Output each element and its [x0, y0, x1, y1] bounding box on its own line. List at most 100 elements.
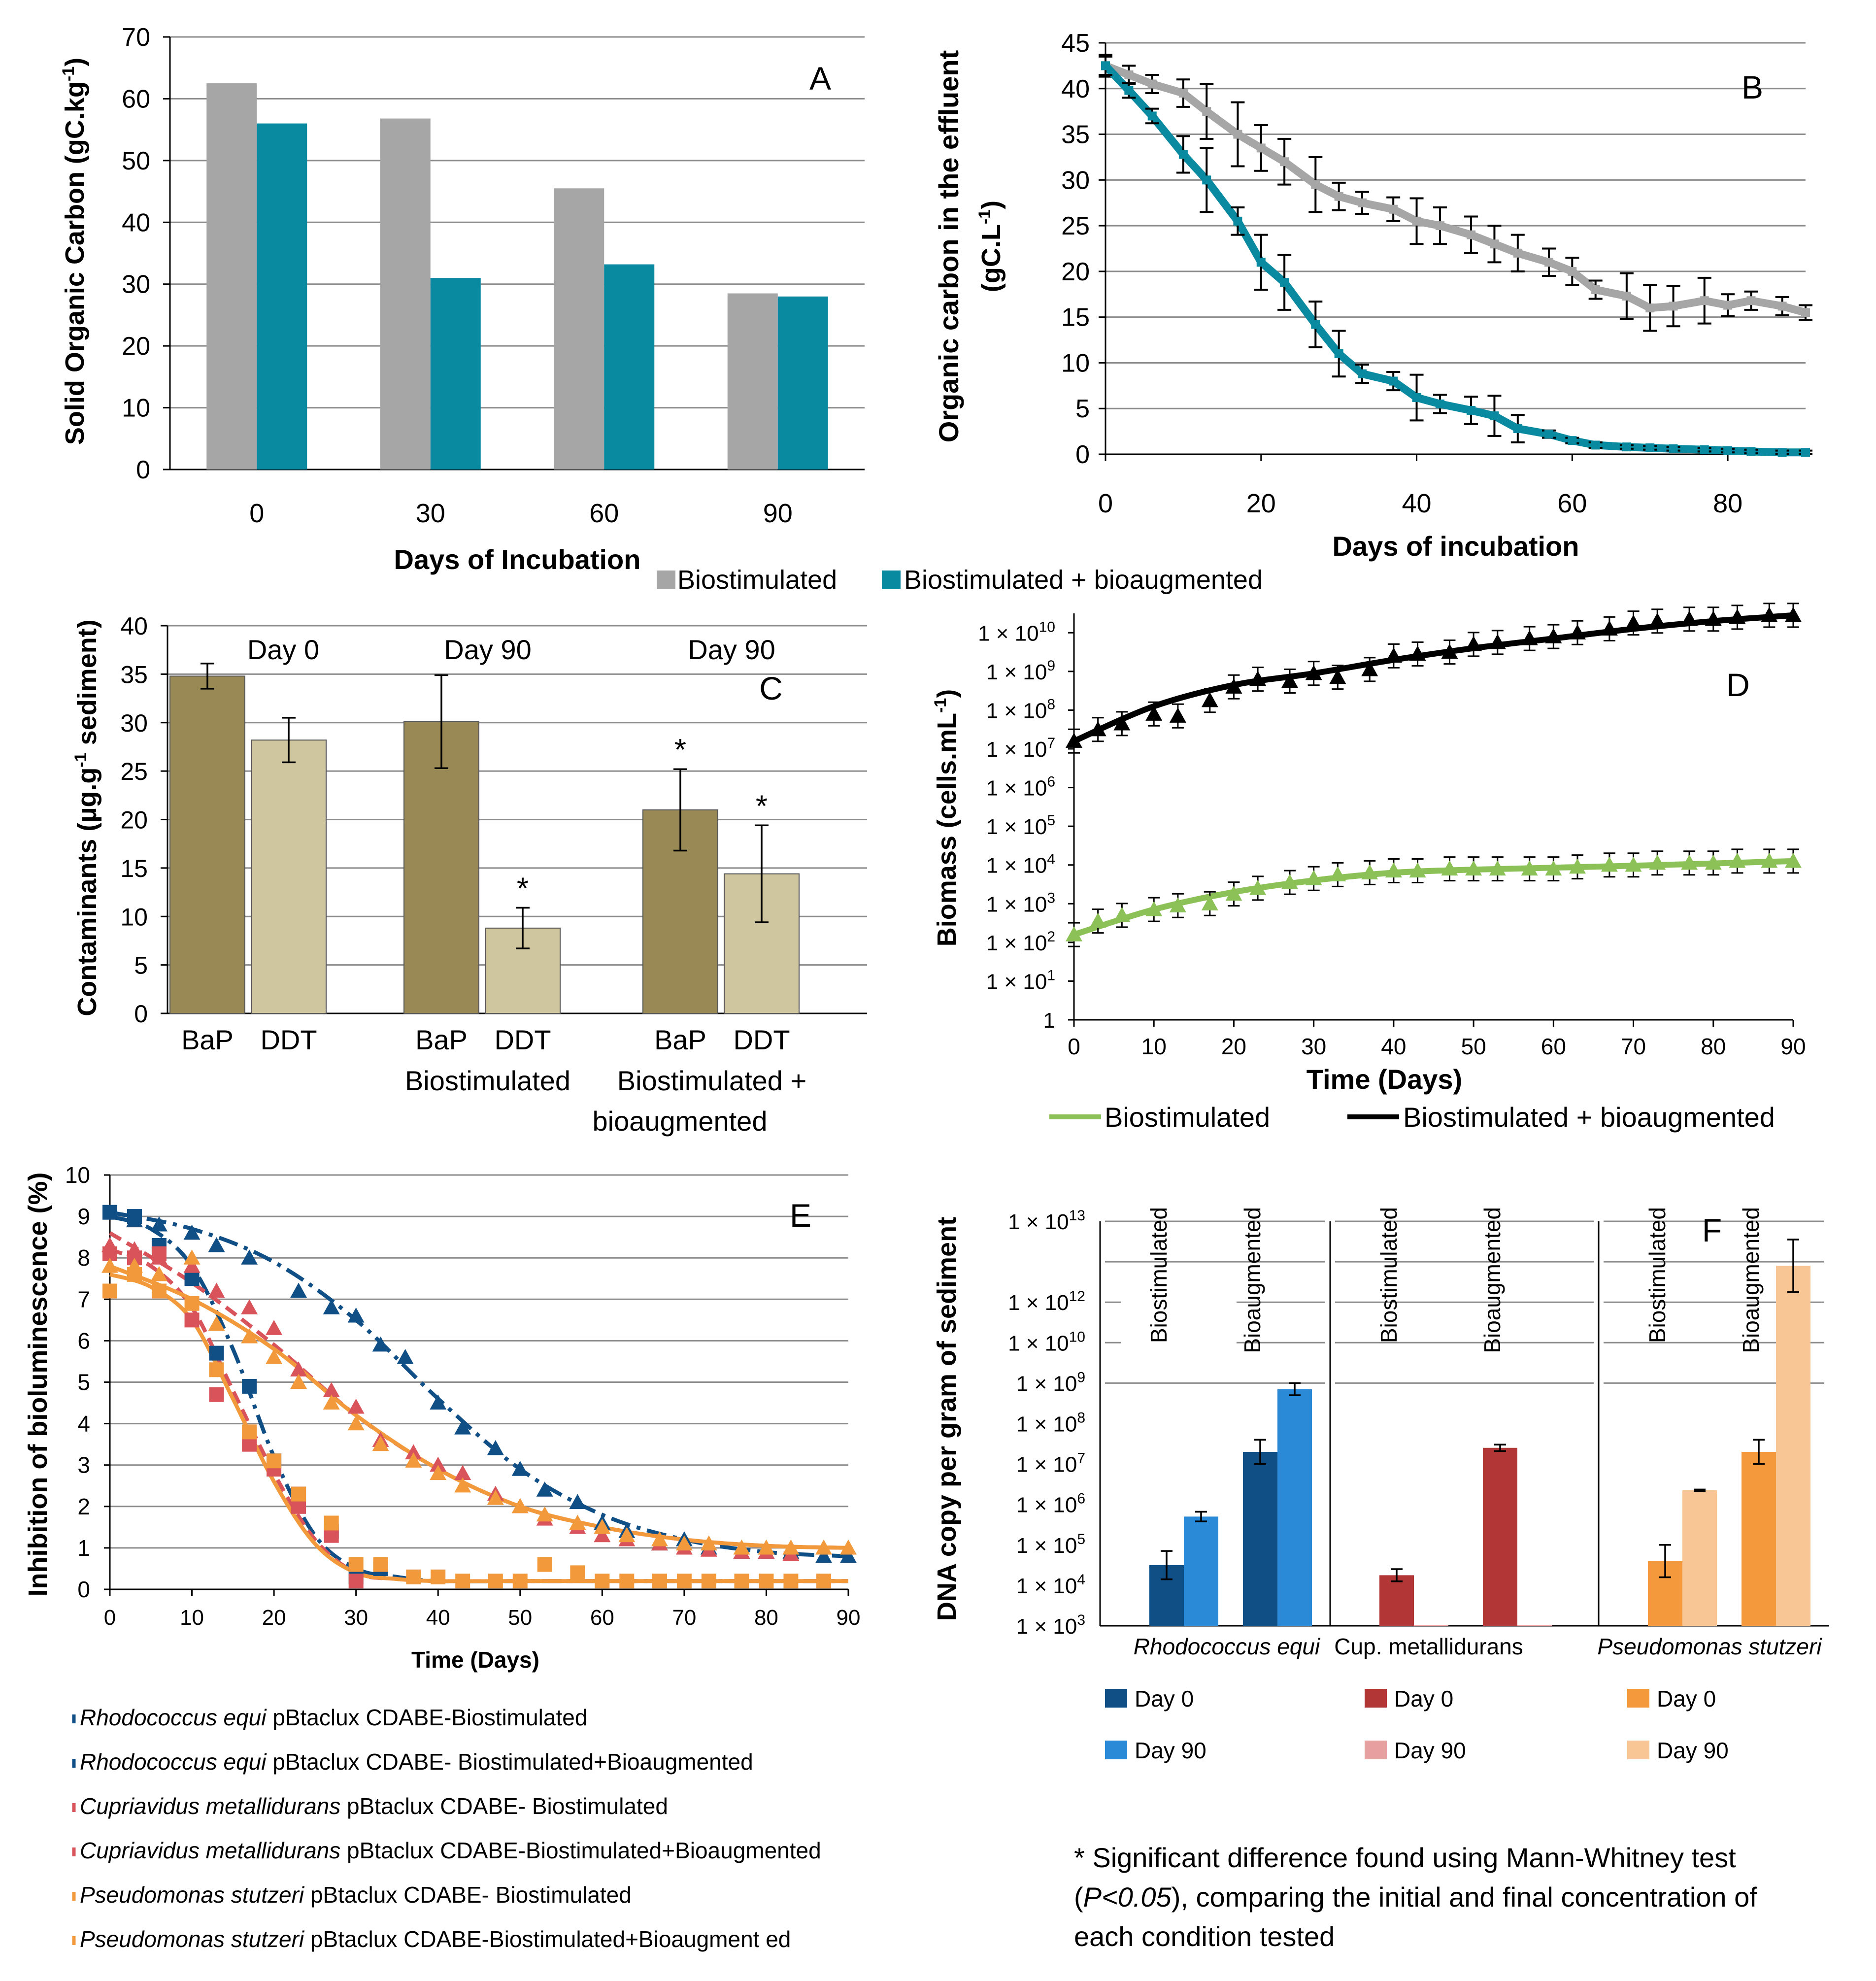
y-tick-label: 1 × 107	[986, 735, 1055, 762]
x-tick-label: 60	[589, 499, 619, 528]
panel-label: A	[809, 60, 831, 97]
marker-bioaugmented	[1705, 610, 1722, 626]
square-marker	[324, 1528, 339, 1543]
x-tick-label: 0	[1098, 489, 1113, 518]
marker-biostimulated	[1521, 860, 1538, 876]
triangle-marker	[840, 1539, 857, 1555]
triangle-marker	[430, 1465, 447, 1480]
text-part: 1 × 10	[1008, 1291, 1069, 1315]
superscript: 6	[1047, 774, 1055, 790]
square-marker	[570, 1565, 585, 1580]
text-part: Solid Organic Carbon (gC.kg	[60, 81, 90, 445]
text-part: pBtaclux CDABE- Biostimulated	[304, 1882, 632, 1908]
marker-biostimulated	[1089, 912, 1106, 928]
legend-label: Day 90	[1135, 1738, 1206, 1763]
y-tick-label: 6	[77, 1328, 90, 1353]
y-axis-title: DNA copy per gram of sediment	[932, 1217, 962, 1621]
marker-biostimulated	[1409, 862, 1426, 878]
species-name: Rhodococcus equi	[80, 1749, 267, 1775]
significance-marker: *	[756, 789, 768, 823]
y-tick-label: 20	[1061, 258, 1090, 286]
superscript: -1	[975, 209, 994, 224]
y-tick-label: 1 × 105	[986, 812, 1055, 839]
y-tick-label: 1 × 106	[986, 774, 1055, 801]
triangle-marker	[487, 1440, 504, 1455]
data-point	[1513, 248, 1522, 258]
square-marker	[184, 1312, 200, 1328]
species-name: Pseudomonas stutzeri	[80, 1882, 305, 1908]
triangle-marker	[372, 1336, 389, 1352]
data-point	[1513, 424, 1522, 434]
x-tick-label: 30	[416, 499, 445, 528]
y-tick-label: 9	[77, 1204, 90, 1229]
triangle-marker	[454, 1465, 471, 1480]
text-part: 1 × 10	[986, 699, 1047, 723]
triangle-marker	[241, 1299, 258, 1314]
x-axis-title: Time (Days)	[1306, 1064, 1462, 1095]
y-tick-label: 1 × 1012	[1008, 1288, 1085, 1315]
text-part: pBtaclux CDABE-Biostimulated	[266, 1705, 587, 1730]
data-point	[1202, 175, 1211, 185]
x-tick-label: 70	[672, 1606, 696, 1630]
species-name: Rhodococcus equi	[80, 1705, 267, 1730]
superscript: 2	[1047, 929, 1055, 945]
x-tick-label: 80	[1713, 489, 1742, 518]
footnote-line: (P<0.05), comparing the initial and fina…	[1074, 1881, 1757, 1913]
data-point	[1178, 150, 1188, 159]
marker-biostimulated	[1649, 854, 1666, 870]
x-tick-label: BaP	[181, 1024, 234, 1055]
legend-label: Day 0	[1135, 1686, 1194, 1712]
y-tick-label: 30	[122, 270, 150, 299]
text-part: 1 × 10	[1016, 1453, 1077, 1477]
y-tick-label: 1 × 108	[1016, 1410, 1085, 1437]
significance-marker: *	[517, 872, 529, 906]
superscript: 10	[1069, 1329, 1085, 1345]
data-point	[1490, 411, 1499, 421]
marker-biostimulated	[1385, 862, 1402, 878]
data-point	[1389, 204, 1398, 214]
y-tick-label: 8	[77, 1245, 90, 1271]
marker-bioaugmented	[1601, 620, 1618, 636]
square-marker	[151, 1283, 167, 1299]
legend-swatch	[1105, 1741, 1127, 1759]
x-tick-label: 0	[249, 499, 264, 528]
x-tick-label: 90	[1780, 1034, 1806, 1059]
bar-day0	[1483, 1447, 1517, 1626]
triangle-marker	[536, 1481, 553, 1497]
triangle-marker	[536, 1506, 553, 1522]
marker-bioaugmented	[1785, 606, 1802, 622]
bar-biostimulated	[380, 118, 431, 470]
square-marker	[151, 1246, 167, 1261]
data-point	[1645, 303, 1655, 313]
legend-label: Day 0	[1657, 1686, 1716, 1712]
text-part: 1 × 10	[1016, 1412, 1077, 1437]
legend-swatch	[1105, 1689, 1127, 1708]
y-tick-label: 1 × 1010	[978, 619, 1055, 645]
triangle-marker	[372, 1436, 389, 1451]
square-marker	[184, 1296, 200, 1311]
superscript: -1	[59, 67, 78, 81]
species-label: Cup. metallidurans	[1334, 1634, 1523, 1659]
x-tick-label: BaP	[415, 1024, 468, 1055]
x-tick-label: BaP	[654, 1024, 706, 1055]
text-part: 1 × 10	[986, 892, 1047, 916]
panel-label: F	[1702, 1212, 1722, 1248]
triangle-marker	[241, 1249, 258, 1265]
triangle-marker	[183, 1224, 201, 1240]
data-point	[1233, 216, 1242, 226]
legend-label: Biostimulated	[677, 565, 837, 595]
fit-biostimulated	[1071, 858, 1796, 938]
y-tick-label: 1 × 109	[986, 658, 1055, 684]
marker-biostimulated	[1281, 874, 1298, 889]
data-point	[1435, 221, 1444, 231]
square-marker	[242, 1378, 257, 1394]
group-condition-label: bioaugmented	[593, 1106, 768, 1137]
triangle-marker	[758, 1539, 775, 1555]
species-label: Rhodococcus equi	[1134, 1634, 1321, 1659]
data-point	[1801, 308, 1810, 317]
group-condition-label: Biostimulated	[405, 1065, 570, 1096]
legend-swatch	[1627, 1689, 1649, 1708]
legend-label: Cupriavidus metallidurans pBtaclux CDABE…	[80, 1793, 668, 1819]
triangle-marker	[405, 1452, 422, 1468]
square-marker	[324, 1515, 339, 1531]
